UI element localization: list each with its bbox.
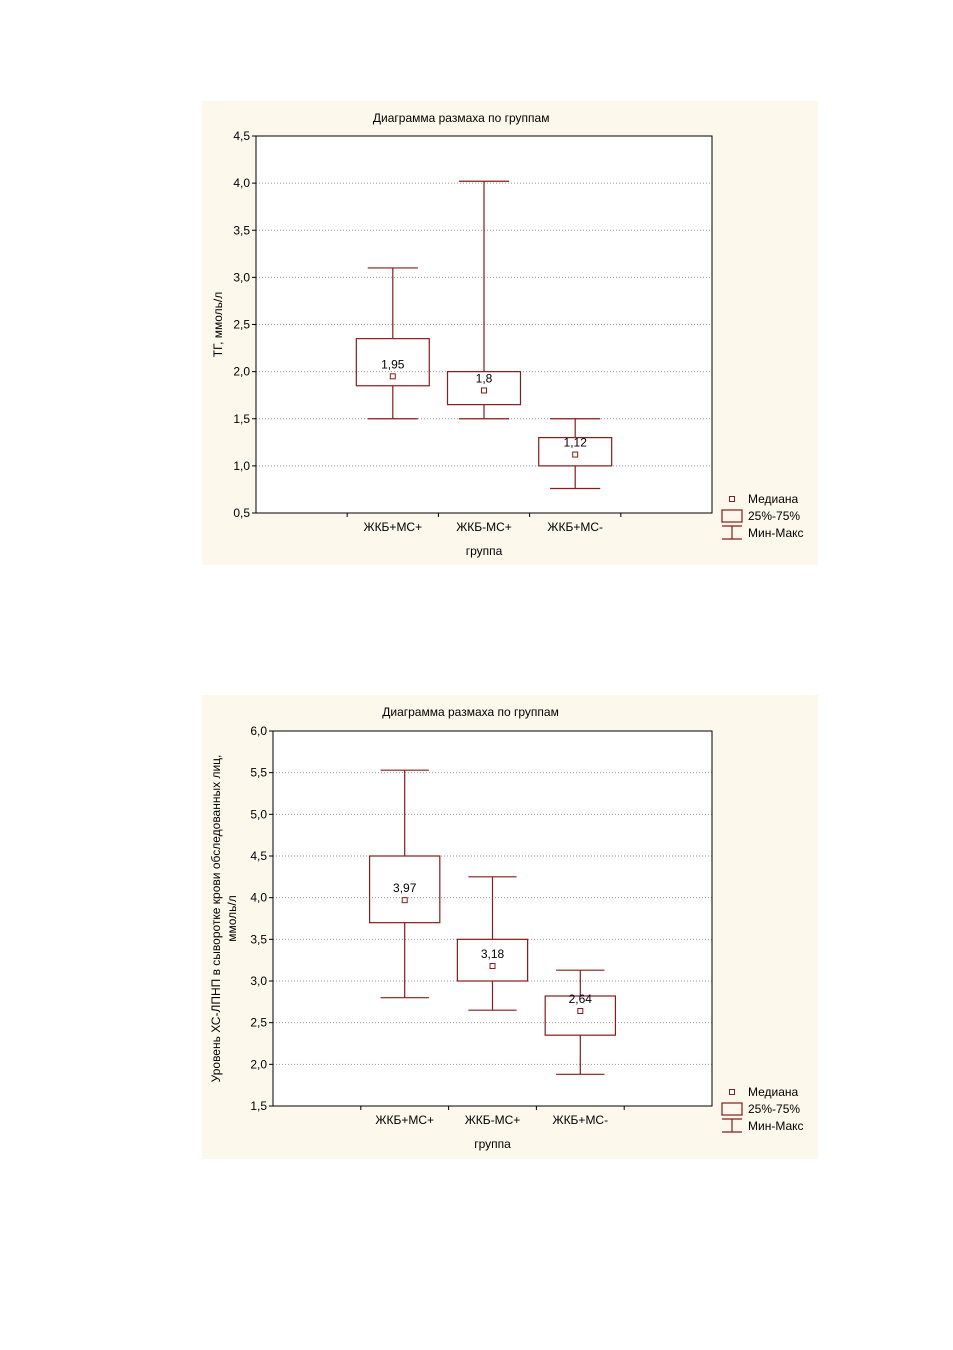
legend-box-label: 25%-75%: [748, 509, 800, 523]
y-tick-label: 4,0: [233, 176, 250, 190]
median-marker: [401, 897, 408, 904]
y-tick-label: 5,5: [250, 766, 267, 780]
y-tick-label: 4,5: [233, 129, 250, 143]
median-marker: [481, 387, 487, 394]
y-tick-label: 2,0: [233, 365, 250, 379]
y-tick-label: 2,0: [250, 1057, 267, 1071]
median-marker: [577, 1008, 584, 1014]
y-axis-label-line: Уровень ХС-ЛПНП в сыворотке крови обслед…: [209, 755, 223, 1083]
median-label: 1,12: [564, 436, 588, 450]
x-tick-label: ЖКБ-МС+: [465, 1113, 521, 1127]
iqr-box: [544, 995, 617, 1036]
legend-box-icon: [721, 509, 743, 523]
y-tick-label: 3,5: [250, 932, 267, 946]
median-label: 3,18: [481, 947, 505, 961]
y-tick-label: 1,0: [233, 459, 250, 473]
box-group-2: 1,8: [446, 180, 522, 420]
y-tick-label: 1,5: [250, 1099, 267, 1113]
boxplot-chart-tg: Диаграмма размаха по группам 0,5 1,0 1,5 2,0…: [202, 101, 818, 565]
y-tick-label: 6,0: [250, 724, 267, 738]
boxplot-ldl-svg: Диаграмма размаха по группам 1,5 2,0 2,5 3,0…: [209, 705, 804, 1151]
legend-box-label: 25%-75%: [748, 1102, 800, 1116]
legend-whisker-label: Мин-Макс: [748, 1119, 804, 1133]
box-group-3: 1,12: [538, 418, 613, 490]
legend-median-label: Медиана: [748, 1085, 799, 1099]
median-marker: [572, 451, 579, 458]
x-tick-label: ЖКБ+МС-: [552, 1113, 608, 1127]
boxplot-tg-svg: Диаграмма размаха по группам 0,5 1,0 1,5 2,0…: [211, 111, 804, 558]
y-axis-label: ТГ, ммоль/л: [211, 292, 225, 358]
median-marker: [389, 373, 396, 380]
x-tick-label: ЖКБ-МС+: [456, 520, 512, 534]
legend-box-icon: [721, 1102, 743, 1116]
boxplot-chart-ldl: Диаграмма размаха по группам 1,5 2,0 2,5 3,0…: [202, 695, 818, 1159]
legend-whisker-label: Мин-Макс: [748, 526, 804, 540]
iqr-box: [446, 371, 522, 406]
legend-median-icon: [729, 1089, 735, 1095]
x-tick-label: ЖКБ+МС+: [375, 1113, 434, 1127]
median-label: 1,8: [476, 371, 493, 385]
box-group-2: 3,18: [456, 876, 529, 1011]
y-tick-label: 4,0: [250, 891, 267, 905]
median-label: 1,95: [381, 357, 405, 371]
y-tick-label: 2,5: [233, 318, 250, 332]
box-group-1: 1,95: [355, 267, 430, 420]
y-tick-label: 3,5: [233, 223, 250, 237]
y-tick-label: 4,5: [250, 849, 267, 863]
plot-frame: [255, 135, 713, 514]
x-axis-label: группа: [474, 1137, 511, 1151]
y-tick-label: 3,0: [250, 974, 267, 988]
y-tick-label: 1,5: [233, 412, 250, 426]
y-tick-label: 2,5: [250, 1016, 267, 1030]
chart-title: Диаграмма размаха по группам: [382, 705, 559, 719]
iqr-box: [368, 855, 441, 924]
x-tick-label: ЖКБ+МС+: [363, 520, 422, 534]
x-tick-label: ЖКБ+МС-: [547, 520, 603, 534]
x-axis-label: группа: [466, 544, 503, 558]
iqr-box: [456, 938, 529, 982]
y-tick-label: 3,0: [233, 270, 250, 284]
median-marker: [489, 963, 496, 969]
y-tick-label: 5,0: [250, 807, 267, 821]
legend: Медиана 25%-75% Мин-Макс: [721, 492, 804, 540]
iqr-box: [355, 338, 430, 387]
iqr-box: [538, 437, 613, 467]
median-label: 2,64: [569, 992, 593, 1006]
chart-title: Диаграмма размаха по группам: [373, 111, 550, 125]
box-group-3: 2,64: [544, 969, 617, 1075]
y-axis-label-line: ммоль/л: [225, 895, 239, 942]
legend-median-icon: [729, 496, 735, 502]
y-tick-label: 0,5: [233, 506, 250, 520]
plot-frame: [272, 730, 713, 1107]
legend-median-label: Медиана: [748, 492, 799, 506]
legend: Медиана 25%-75% Мин-Макс: [721, 1085, 804, 1133]
box-group-1: 3,97: [368, 769, 441, 999]
median-label: 3,97: [393, 881, 417, 895]
